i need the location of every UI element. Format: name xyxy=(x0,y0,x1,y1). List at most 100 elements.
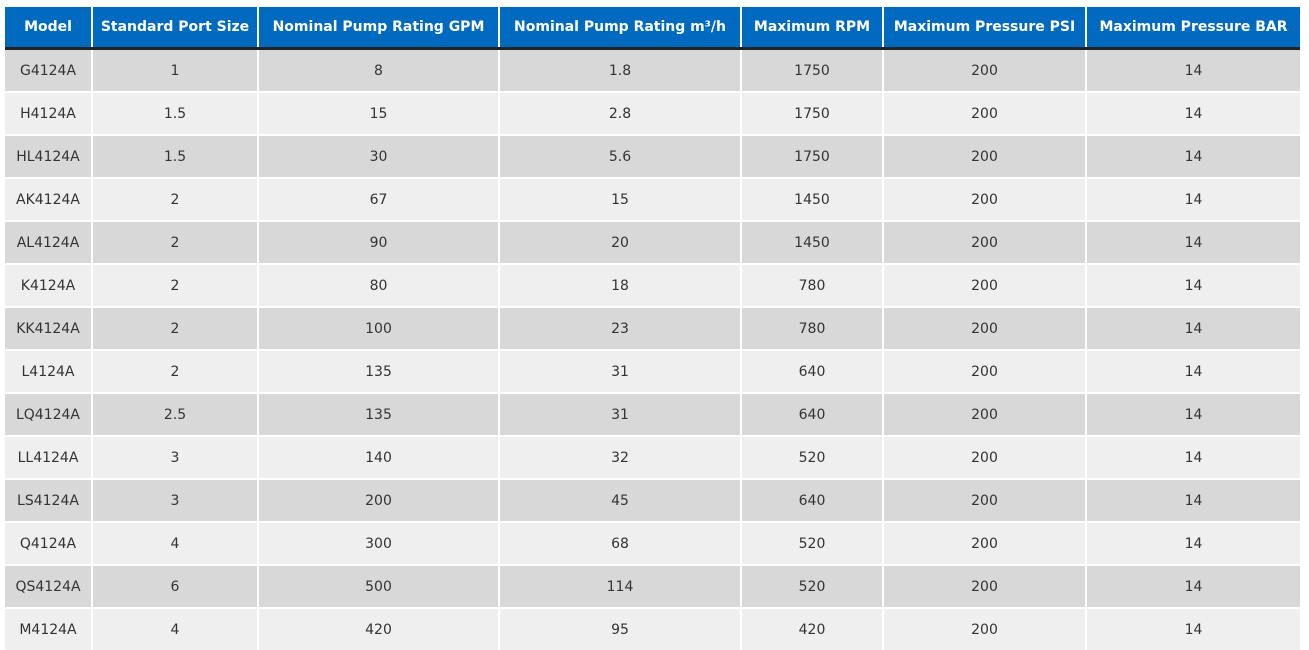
table-cell: 140 xyxy=(257,435,499,479)
model-cell: Q4124A xyxy=(5,521,92,565)
table-row: LQ4124A 2.5 135 31 640 200 14 xyxy=(5,392,1300,436)
model-cell: H4124A xyxy=(5,91,92,135)
table-cell: 200 xyxy=(882,220,1086,264)
table-cell: 14 xyxy=(1085,306,1300,350)
table-cell: 18 xyxy=(498,263,741,307)
table-row: L4124A 2 135 31 640 200 14 xyxy=(5,349,1300,393)
column-header: Maximum RPM xyxy=(740,7,883,50)
model-cell: K4124A xyxy=(5,263,92,307)
table-cell: 4 xyxy=(91,607,258,650)
model-cell: LS4124A xyxy=(5,478,92,522)
table-cell: 200 xyxy=(882,47,1086,92)
table-cell: 14 xyxy=(1085,521,1300,565)
model-cell: AK4124A xyxy=(5,177,92,221)
table-cell: 200 xyxy=(882,263,1086,307)
table-cell: 14 xyxy=(1085,607,1300,650)
table-cell: 640 xyxy=(740,478,883,522)
table-cell: 5.6 xyxy=(498,134,741,178)
table-cell: 14 xyxy=(1085,47,1300,92)
table-cell: 4 xyxy=(91,521,258,565)
table-row: AK4124A 2 67 15 1450 200 14 xyxy=(5,177,1300,221)
table-cell: 300 xyxy=(257,521,499,565)
table-cell: 14 xyxy=(1085,392,1300,436)
table-cell: 1750 xyxy=(740,47,883,92)
model-cell: M4124A xyxy=(5,607,92,650)
table-cell: 15 xyxy=(498,177,741,221)
table-cell: 114 xyxy=(498,564,741,608)
table-cell: 15 xyxy=(257,91,499,135)
table-row: Q4124A 4 300 68 520 200 14 xyxy=(5,521,1300,565)
pump-spec-table: Model Standard Port Size Nominal Pump Rati… xyxy=(5,7,1300,650)
table-cell: 2.5 xyxy=(91,392,258,436)
column-header: Model xyxy=(5,7,92,50)
table-cell: 14 xyxy=(1085,564,1300,608)
model-cell: AL4124A xyxy=(5,220,92,264)
table-cell: 640 xyxy=(740,349,883,393)
table-cell: 640 xyxy=(740,392,883,436)
table-cell: 14 xyxy=(1085,263,1300,307)
table-cell: 420 xyxy=(257,607,499,650)
table-row: K4124A 2 80 18 780 200 14 xyxy=(5,263,1300,307)
table-cell: 14 xyxy=(1085,478,1300,522)
model-cell: LL4124A xyxy=(5,435,92,479)
table-cell: 1450 xyxy=(740,177,883,221)
table-cell: 200 xyxy=(882,435,1086,479)
table-cell: 1 xyxy=(91,47,258,92)
model-cell: LQ4124A xyxy=(5,392,92,436)
table-cell: 780 xyxy=(740,306,883,350)
table-cell: 520 xyxy=(740,564,883,608)
table-row: HL4124A 1.5 30 5.6 1750 200 14 xyxy=(5,134,1300,178)
table-cell: 31 xyxy=(498,349,741,393)
table-cell: 200 xyxy=(882,306,1086,350)
table-cell: 1.8 xyxy=(498,47,741,92)
table-cell: 67 xyxy=(257,177,499,221)
table-cell: 30 xyxy=(257,134,499,178)
table-cell: 2 xyxy=(91,177,258,221)
table-cell: 1.5 xyxy=(91,91,258,135)
table-cell: 200 xyxy=(882,177,1086,221)
table-cell: 100 xyxy=(257,306,499,350)
table-cell: 14 xyxy=(1085,91,1300,135)
table-cell: 520 xyxy=(740,435,883,479)
table-cell: 90 xyxy=(257,220,499,264)
table-cell: 200 xyxy=(882,349,1086,393)
table-cell: 780 xyxy=(740,263,883,307)
model-cell: KK4124A xyxy=(5,306,92,350)
table-row: LS4124A 3 200 45 640 200 14 xyxy=(5,478,1300,522)
table-cell: 135 xyxy=(257,349,499,393)
table-cell: 14 xyxy=(1085,220,1300,264)
table-cell: 2 xyxy=(91,263,258,307)
table-cell: 80 xyxy=(257,263,499,307)
table-cell: 500 xyxy=(257,564,499,608)
table-cell: 1.5 xyxy=(91,134,258,178)
table-cell: 14 xyxy=(1085,435,1300,479)
table-row: M4124A 4 420 95 420 200 14 xyxy=(5,607,1300,650)
table-row: KK4124A 2 100 23 780 200 14 xyxy=(5,306,1300,350)
table-cell: 95 xyxy=(498,607,741,650)
table-cell: 8 xyxy=(257,47,499,92)
table-cell: 200 xyxy=(257,478,499,522)
table-cell: 200 xyxy=(882,607,1086,650)
table-cell: 3 xyxy=(91,478,258,522)
table-cell: 520 xyxy=(740,521,883,565)
model-cell: L4124A xyxy=(5,349,92,393)
table-cell: 2.8 xyxy=(498,91,741,135)
table-row: G4124A 1 8 1.8 1750 200 14 xyxy=(5,47,1300,92)
table-cell: 200 xyxy=(882,392,1086,436)
model-cell: HL4124A xyxy=(5,134,92,178)
header-row: Model Standard Port Size Nominal Pump Rati… xyxy=(5,7,1300,50)
table-cell: 3 xyxy=(91,435,258,479)
table-cell: 14 xyxy=(1085,177,1300,221)
table-cell: 2 xyxy=(91,220,258,264)
table-cell: 200 xyxy=(882,478,1086,522)
table-cell: 23 xyxy=(498,306,741,350)
table-cell: 200 xyxy=(882,91,1086,135)
table-cell: 31 xyxy=(498,392,741,436)
table-cell: 1750 xyxy=(740,91,883,135)
column-header: Standard Port Size xyxy=(91,7,258,50)
table-cell: 200 xyxy=(882,134,1086,178)
table-cell: 200 xyxy=(882,521,1086,565)
table-cell: 2 xyxy=(91,349,258,393)
table-row: LL4124A 3 140 32 520 200 14 xyxy=(5,435,1300,479)
column-header: Nominal Pump Rating m³/h xyxy=(498,7,741,50)
